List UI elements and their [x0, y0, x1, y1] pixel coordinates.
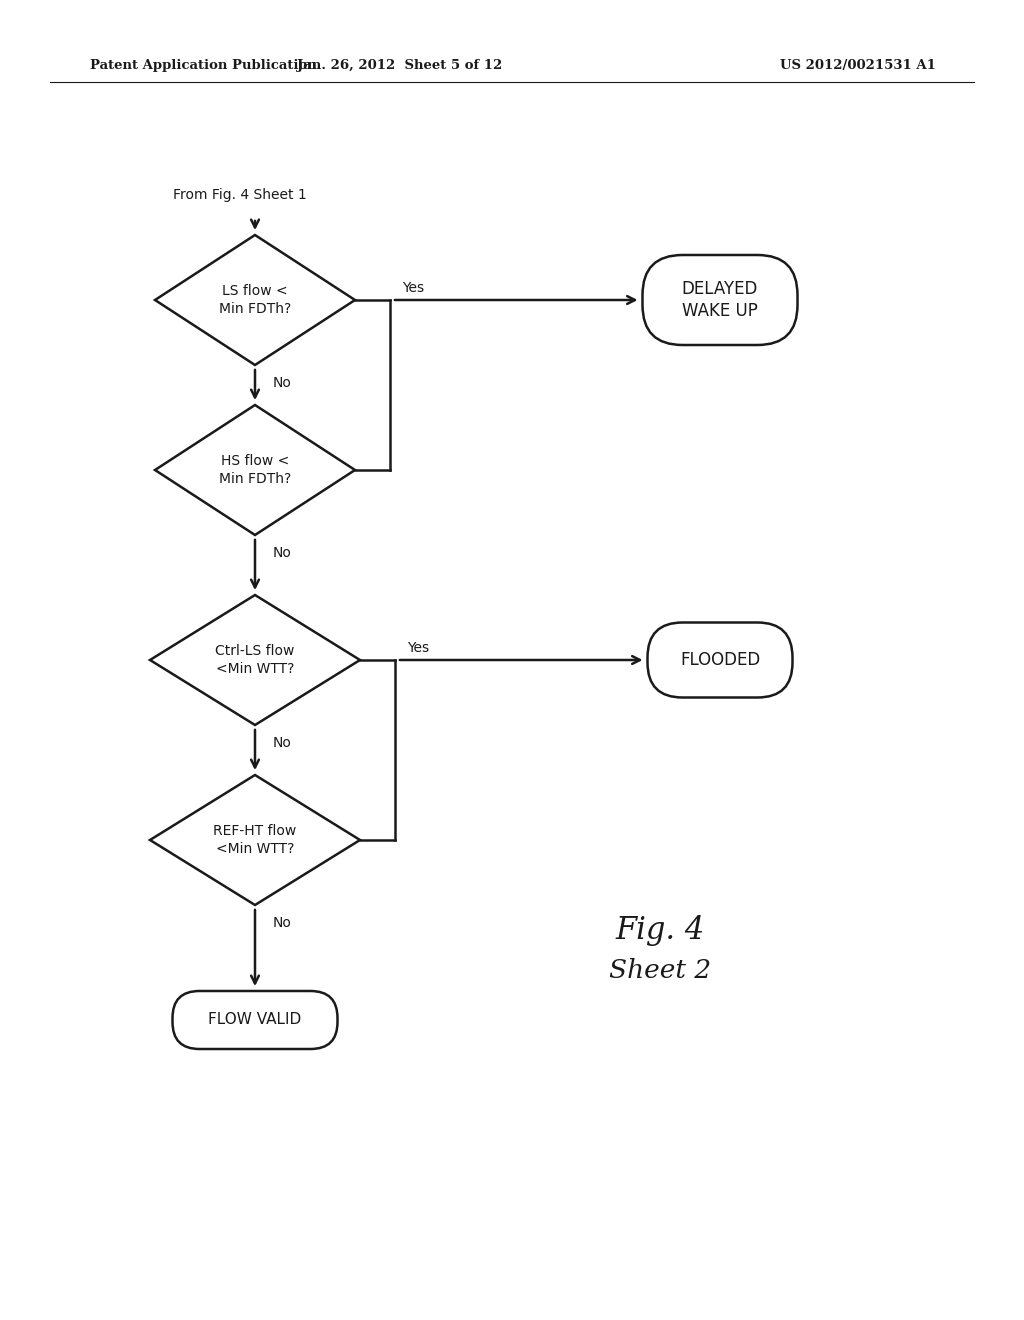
Text: LS flow <
Min FDTh?: LS flow < Min FDTh? — [219, 284, 291, 315]
Text: Fig. 4: Fig. 4 — [615, 915, 705, 945]
Text: No: No — [273, 376, 292, 389]
Text: REF-HT flow
<Min WTT?: REF-HT flow <Min WTT? — [213, 825, 297, 855]
Text: FLOW VALID: FLOW VALID — [208, 1012, 302, 1027]
Text: Yes: Yes — [402, 281, 424, 294]
Text: Patent Application Publication: Patent Application Publication — [90, 58, 316, 71]
Text: Sheet 2: Sheet 2 — [609, 957, 711, 982]
Text: FLOODED: FLOODED — [680, 651, 760, 669]
Text: HS flow <
Min FDTh?: HS flow < Min FDTh? — [219, 454, 291, 486]
Text: From Fig. 4 Sheet 1: From Fig. 4 Sheet 1 — [173, 187, 307, 202]
Text: Jan. 26, 2012  Sheet 5 of 12: Jan. 26, 2012 Sheet 5 of 12 — [297, 58, 503, 71]
Text: Yes: Yes — [407, 642, 429, 655]
Text: No: No — [273, 916, 292, 931]
Text: No: No — [273, 546, 292, 560]
Text: No: No — [273, 737, 292, 750]
Text: US 2012/0021531 A1: US 2012/0021531 A1 — [780, 58, 936, 71]
Text: Ctrl-LS flow
<Min WTT?: Ctrl-LS flow <Min WTT? — [215, 644, 295, 676]
Text: DELAYED
WAKE UP: DELAYED WAKE UP — [682, 280, 758, 321]
